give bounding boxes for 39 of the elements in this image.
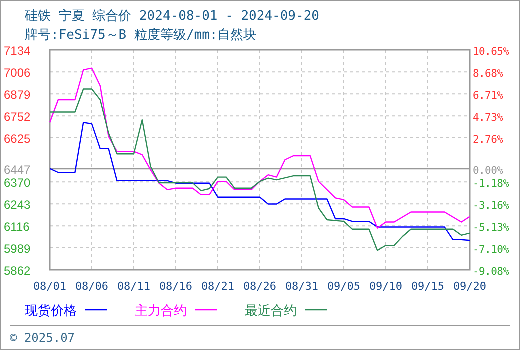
x-tick-label: 08/16 bbox=[159, 280, 193, 293]
y-tick-label: 6879 bbox=[4, 88, 32, 102]
y-tick-label: 5989 bbox=[4, 242, 32, 256]
x-tick-label: 08/06 bbox=[75, 280, 109, 293]
y-tick-label: 7006 bbox=[4, 66, 32, 80]
y2-tick-label: 4.73% bbox=[473, 112, 504, 124]
y-tick-label: 6447 bbox=[4, 162, 32, 177]
x-tick-label: 09/10 bbox=[369, 280, 403, 293]
y2-tick-label: 0.00% bbox=[473, 164, 504, 177]
y2-tick-label: -5.13% bbox=[473, 222, 510, 234]
y2-tick-label: 8.68% bbox=[473, 68, 504, 80]
x-tick-label: 09/15 bbox=[411, 280, 445, 293]
x-tick-label: 09/05 bbox=[327, 280, 361, 293]
legend-label: 主力合约 bbox=[135, 303, 187, 318]
y2-tick-label: 2.76% bbox=[473, 134, 504, 146]
x-tick-label: 08/31 bbox=[285, 280, 319, 293]
y2-tick-label: 10.65% bbox=[473, 46, 510, 58]
x-tick-label: 08/21 bbox=[201, 280, 235, 293]
y-tick-label: 5862 bbox=[4, 264, 32, 278]
y2-tick-label: -9.08% bbox=[473, 266, 510, 278]
y-tick-label: 6116 bbox=[4, 220, 30, 234]
y2-tick-label: -1.18% bbox=[473, 178, 510, 190]
y-tick-label: 6370 bbox=[4, 176, 32, 190]
y-tick-label: 6243 bbox=[4, 198, 32, 212]
text: © 2025.07 bbox=[10, 331, 76, 345]
x-tick-label: 08/01 bbox=[33, 280, 67, 293]
y-tick-label: 6625 bbox=[4, 132, 32, 146]
y-tick-label: 6752 bbox=[4, 110, 32, 124]
legend-label: 最近合约 bbox=[245, 303, 297, 318]
y2-tick-label: -7.10% bbox=[473, 244, 510, 256]
legend-label: 现货价格 bbox=[25, 303, 77, 318]
chart-title: 硅铁 宁夏 综合价 2024-08-01 - 2024-09-20 bbox=[24, 8, 320, 24]
x-tick-label: 08/26 bbox=[243, 280, 277, 293]
y2-tick-label: 6.71% bbox=[473, 90, 504, 102]
x-tick-label: 09/20 bbox=[453, 280, 487, 293]
y-tick-label: 7134 bbox=[4, 44, 32, 58]
y2-tick-label: -3.16% bbox=[473, 200, 510, 212]
chart-subtitle: 牌号:FeSi75～B 粒度等级/mm:自然块 bbox=[25, 27, 257, 43]
x-tick-label: 08/11 bbox=[117, 280, 151, 293]
